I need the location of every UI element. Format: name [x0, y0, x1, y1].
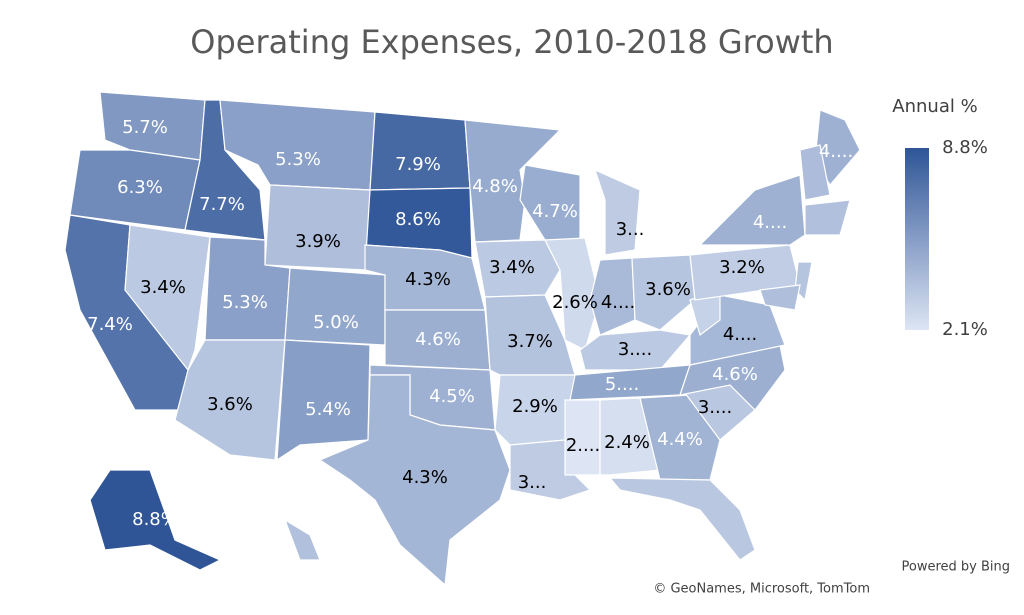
value-label: 5.3%: [222, 292, 268, 313]
value-label: 4....: [819, 141, 853, 162]
value-label: 4.3%: [402, 467, 448, 488]
state: [89, 469, 222, 571]
state: [799, 144, 831, 201]
value-label: 2.9%: [512, 396, 558, 417]
value-label: 3.4%: [140, 277, 186, 298]
state: [759, 284, 801, 311]
state: [474, 239, 561, 298]
value-label: 3.4%: [489, 257, 535, 278]
state: [318, 374, 511, 587]
value-label: 3.7%: [507, 331, 553, 352]
state: [698, 174, 806, 246]
value-label: 5.7%: [122, 117, 168, 138]
value-label: 2....: [566, 435, 600, 456]
value-label: 3....: [618, 339, 652, 360]
value-label: 7.9%: [395, 154, 441, 175]
value-label: 6.3%: [117, 177, 163, 198]
state: [264, 184, 371, 271]
state: [589, 257, 636, 336]
value-label: 4....: [601, 292, 635, 313]
chart-title: Operating Expenses, 2010-2018 Growth: [190, 23, 833, 61]
value-label: 3.6%: [207, 394, 253, 415]
value-label: 3.6%: [645, 279, 691, 300]
value-label: 8.8%: [132, 509, 178, 530]
value-label: 4.6%: [712, 364, 758, 385]
state: [276, 339, 371, 462]
value-label: 4....: [723, 324, 757, 345]
value-label: 8.6%: [395, 209, 441, 230]
state: [464, 119, 562, 243]
state: [284, 267, 386, 346]
state: [369, 111, 471, 191]
state: [608, 477, 756, 561]
value-label: 4.7%: [532, 201, 578, 222]
state: [639, 394, 721, 481]
value-label: 4.8%: [472, 176, 518, 197]
state: [283, 518, 321, 561]
state: [804, 199, 851, 236]
value-label: 4.3%: [405, 269, 451, 290]
state: [631, 254, 696, 331]
value-label: 4.6%: [415, 329, 461, 350]
value-label: 4.5%: [429, 386, 475, 407]
state: [124, 224, 211, 372]
value-label: 3....: [698, 397, 732, 418]
value-label: 3.2%: [719, 257, 765, 278]
value-label: 4....: [753, 212, 787, 233]
value-label: 3.9%: [295, 231, 341, 252]
value-label: 4.4%: [657, 429, 703, 450]
value-label: 7.4%: [87, 314, 133, 335]
value-label: 5.3%: [275, 149, 321, 170]
value-label: 5.0%: [313, 312, 359, 333]
value-label: 3...: [616, 219, 645, 240]
legend-label: 2.1%: [942, 319, 988, 340]
credit: Powered by Bing: [901, 560, 1010, 575]
states: [64, 91, 861, 587]
value-label: 7.7%: [199, 194, 245, 215]
legend-title: Annual %: [892, 96, 977, 117]
value-label: 5.4%: [305, 399, 351, 420]
state: [594, 168, 641, 256]
legend-label: 8.8%: [942, 137, 988, 158]
color-bar: [905, 148, 929, 330]
value-label: 3...: [518, 472, 547, 493]
value-label: 2.4%: [604, 432, 650, 453]
value-label: 5....: [605, 374, 639, 395]
credit: © GeoNames, Microsoft, TomTom: [653, 582, 870, 597]
value-label: 2.6%: [552, 292, 598, 313]
